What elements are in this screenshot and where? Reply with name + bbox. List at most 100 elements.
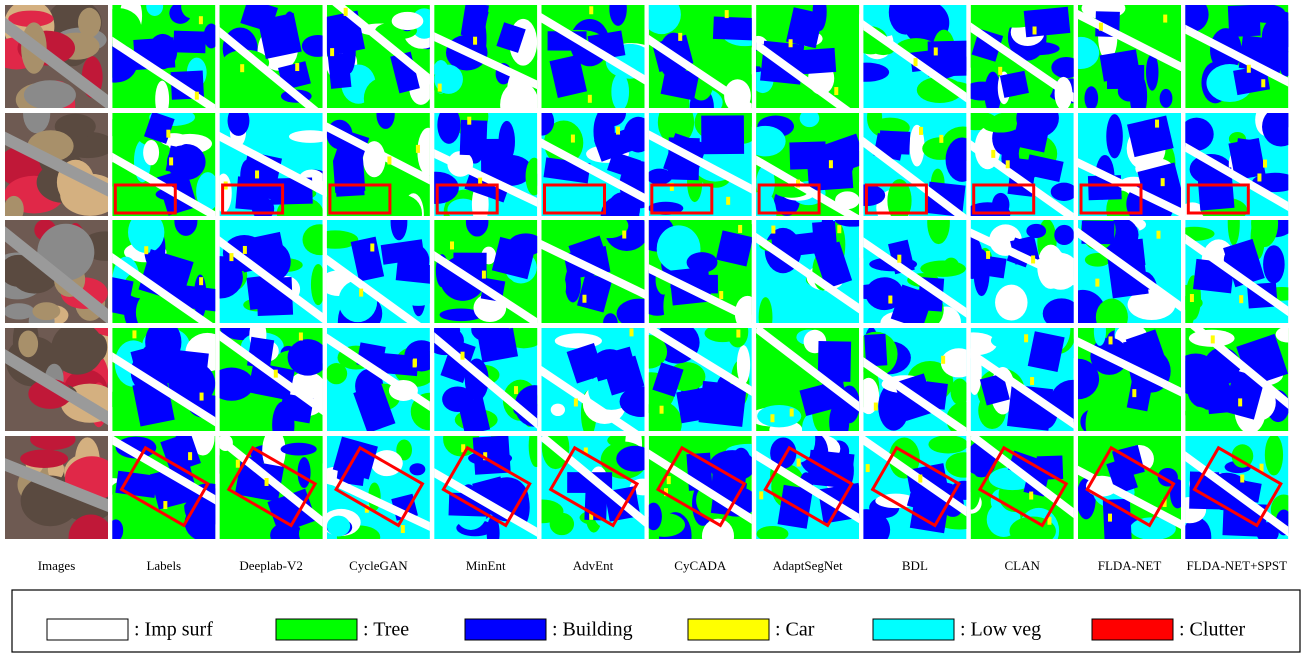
map-blob: [1034, 440, 1049, 459]
car-spot: [387, 156, 391, 164]
car-spot: [199, 277, 203, 285]
car-spot: [919, 127, 923, 135]
car-spot: [1095, 279, 1099, 287]
car-spot: [229, 253, 233, 261]
map-blob: [1043, 298, 1081, 329]
car-spot: [1190, 294, 1194, 302]
car-spot: [719, 291, 723, 299]
map-blob: [204, 23, 219, 48]
column-label: FLDA-NET: [1098, 558, 1162, 573]
column-label: AdvEnt: [573, 558, 614, 573]
car-spot: [299, 332, 303, 340]
car-spot: [1108, 514, 1112, 522]
car-spot: [1163, 15, 1167, 23]
segmentation-map: [845, 327, 984, 445]
car-spot: [166, 130, 170, 138]
map-blob: [928, 435, 967, 453]
map-blob: [757, 405, 801, 427]
car-spot: [1238, 398, 1242, 406]
map-blob: [757, 526, 789, 542]
building-block: [713, 16, 756, 40]
map-blob: [409, 463, 425, 475]
map-blob: [298, 457, 311, 488]
car-spot: [660, 406, 664, 414]
column-label: AdaptSegNet: [773, 558, 843, 573]
map-blob: [800, 110, 820, 128]
legend-swatch: [465, 619, 546, 640]
segmentation-map: [1165, 320, 1312, 434]
segmentation-map: [306, 203, 440, 343]
car-spot: [866, 464, 870, 472]
car-spot: [199, 16, 203, 24]
segmentation-map: [950, 306, 1095, 438]
column-label: Images: [38, 558, 76, 573]
car-spot: [467, 117, 471, 125]
car-spot: [888, 296, 892, 304]
map-blob: [1265, 434, 1283, 475]
car-spot: [200, 393, 204, 401]
map-blob: [1106, 114, 1123, 158]
segmentation-map: [1172, 0, 1312, 108]
legend-label: : Building: [552, 619, 633, 641]
car-spot: [939, 135, 943, 143]
map-blob: [108, 162, 121, 187]
map-blob: [438, 219, 468, 239]
image-blob: [30, 429, 76, 450]
map-blob: [228, 106, 250, 136]
segmentation-map: [847, 103, 983, 235]
car-spot: [771, 226, 775, 234]
car-spot: [330, 48, 334, 56]
column-label: BDL: [902, 558, 928, 573]
car-spot: [195, 92, 199, 100]
map-blob: [182, 242, 200, 260]
aerial-image: [0, 313, 132, 436]
map-blob: [1183, 518, 1212, 556]
car-spot: [413, 359, 417, 367]
image-blob: [89, 334, 107, 361]
legend-label: : Tree: [363, 619, 409, 641]
segmentation-map: [630, 0, 768, 128]
building-block: [1228, 5, 1261, 37]
car-spot: [295, 63, 299, 71]
map-blob: [1054, 225, 1074, 245]
segmentation-map: [1060, 210, 1205, 338]
legend-swatch: [47, 619, 128, 640]
map-blob: [943, 258, 959, 275]
car-spot: [759, 491, 763, 499]
map-blob: [155, 81, 169, 118]
map-blob: [1263, 245, 1285, 283]
column-label: CLAN: [1005, 558, 1041, 573]
column-label: Labels: [146, 558, 181, 573]
car-spot: [829, 160, 833, 168]
segmentation-map: [1173, 434, 1307, 556]
car-spot: [401, 525, 405, 533]
car-spot: [667, 476, 671, 484]
map-blob: [616, 446, 653, 472]
building-block: [1207, 389, 1234, 415]
map-blob: [991, 334, 1012, 347]
car-spot: [1239, 295, 1243, 303]
map-blob: [1276, 327, 1301, 343]
column-label: CycleGAN: [349, 558, 408, 573]
segmentation-map: [735, 0, 869, 128]
segmentation-map: [306, 419, 454, 549]
map-blob: [1146, 54, 1158, 91]
legend-swatch: [688, 619, 769, 640]
car-spot: [473, 37, 477, 45]
building-block: [879, 130, 910, 154]
legend-swatch: [276, 619, 357, 640]
segmentation-map: [97, 320, 237, 437]
map-blob: [1160, 89, 1173, 108]
car-spot: [1240, 474, 1244, 482]
car-spot: [1155, 120, 1159, 128]
segmentation-map: [413, 96, 562, 236]
building-block: [1193, 259, 1234, 293]
map-blob: [143, 140, 159, 165]
segmentation-map: [851, 201, 987, 339]
segmentation-map: [746, 209, 882, 337]
car-spot: [726, 197, 730, 205]
car-spot: [934, 47, 938, 55]
car-spot: [834, 87, 838, 95]
map-blob: [611, 73, 629, 111]
car-spot: [1099, 23, 1103, 31]
